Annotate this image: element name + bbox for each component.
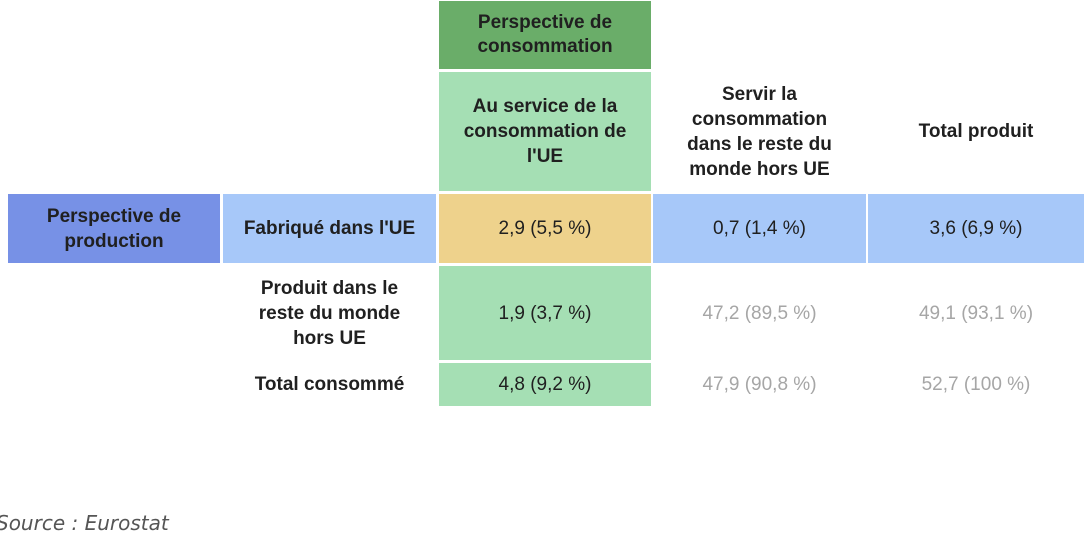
cell-made-in-eu-rest-world: 0,7 (1,4 %)	[653, 194, 866, 263]
row-label-made-in-eu: Fabriqué dans l'UE	[223, 194, 436, 263]
source-note: Source : Eurostat	[0, 511, 169, 535]
production-perspective-label: Perspective de production	[8, 194, 220, 263]
cell-made-in-eu-eu-service: 2,9 (5,5 %)	[439, 194, 651, 263]
cell-rest-world-rest-world: 47,2 (89,5 %)	[702, 302, 817, 324]
cell-total-consumed-eu-service: 4,8 (9,2 %)	[439, 363, 651, 406]
consumption-perspective-header: Perspective de consommation	[439, 1, 651, 69]
cell-total-consumed-total: 52,7 (100 %)	[921, 374, 1031, 395]
row-label-total-consumed: Total consommé	[254, 374, 405, 395]
row-label-produced-rest-world: Produit dans le reste du monde hors UE	[258, 277, 401, 349]
column-header-eu-service: Au service de la consommation de l'UE	[439, 72, 651, 191]
cell-rest-world-total: 49,1 (93,1 %)	[918, 302, 1034, 324]
cell-made-in-eu-total: 3,6 (6,9 %)	[868, 194, 1084, 263]
cell-rest-world-eu-service: 1,9 (3,7 %)	[439, 266, 651, 360]
column-header-rest-world: Servir la consommation dans le reste du …	[687, 83, 832, 180]
cell-total-consumed-rest-world: 47,9 (90,8 %)	[702, 374, 817, 395]
column-header-total-produced: Total produit	[918, 121, 1034, 142]
